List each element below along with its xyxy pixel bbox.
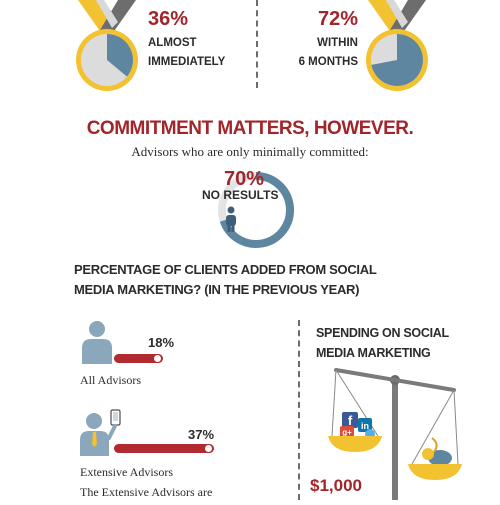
commitment-label: NO RESULTS bbox=[202, 188, 279, 202]
extensive-advisors-footnote: The Extensive Advisors are bbox=[80, 485, 213, 499]
svg-text:in: in bbox=[361, 421, 369, 431]
stat-right-percent: 72% bbox=[318, 8, 359, 30]
medal-right-icon bbox=[366, 0, 428, 91]
svg-text:f: f bbox=[348, 413, 353, 428]
stat-right-line2: 6 MONTHS bbox=[298, 56, 358, 68]
commitment-percent: 70% bbox=[224, 168, 265, 190]
balance-scale-icon: f in g+ bbox=[328, 368, 462, 500]
person-icon bbox=[224, 206, 238, 237]
all-advisors-icon bbox=[78, 320, 116, 369]
extensive-advisors-bar-knob bbox=[204, 444, 213, 453]
no-results-ring bbox=[214, 168, 298, 252]
spending-title-line2: MEDIA MARKETING bbox=[316, 346, 431, 360]
all-advisors-bar bbox=[114, 354, 163, 363]
commitment-subheading: Advisors who are only minimally committe… bbox=[131, 144, 369, 159]
medal-left-icon bbox=[76, 0, 138, 91]
extensive-advisors-icon bbox=[78, 408, 122, 461]
stat-left-line1: ALMOST bbox=[148, 37, 197, 49]
stat-right-line1: WITHIN bbox=[317, 37, 358, 49]
medal-left bbox=[74, 0, 140, 96]
svg-text:g+: g+ bbox=[342, 428, 352, 437]
ring-chart-icon bbox=[218, 172, 294, 248]
bottom-divider bbox=[298, 320, 300, 500]
commitment-heading: COMMITMENT MATTERS, HOWEVER. bbox=[86, 118, 414, 139]
stat-left-percent: 36% bbox=[148, 8, 189, 30]
all-advisors-percent: 18% bbox=[148, 335, 175, 350]
spending-amount: $1,000 bbox=[310, 476, 362, 495]
stat-left-line2: IMMEDIATELY bbox=[148, 56, 226, 68]
extensive-advisors-bar bbox=[114, 444, 214, 453]
spending-title-line1: SPENDING ON SOCIAL bbox=[316, 326, 449, 340]
extensive-advisors-label: Extensive Advisors bbox=[80, 465, 173, 479]
top-divider bbox=[256, 0, 258, 88]
all-advisors-bar-knob bbox=[153, 354, 162, 363]
clients-title-line1: PERCENTAGE OF CLIENTS ADDED FROM SOCIAL bbox=[74, 262, 377, 277]
all-advisors-label: All Advisors bbox=[80, 373, 142, 387]
extensive-advisors-percent: 37% bbox=[188, 427, 215, 442]
medal-right bbox=[364, 0, 430, 96]
clients-title-line2: MEDIA MARKETING? (IN THE PREVIOUS YEAR) bbox=[74, 282, 360, 297]
scale-illustration: f in g+ bbox=[328, 368, 462, 500]
